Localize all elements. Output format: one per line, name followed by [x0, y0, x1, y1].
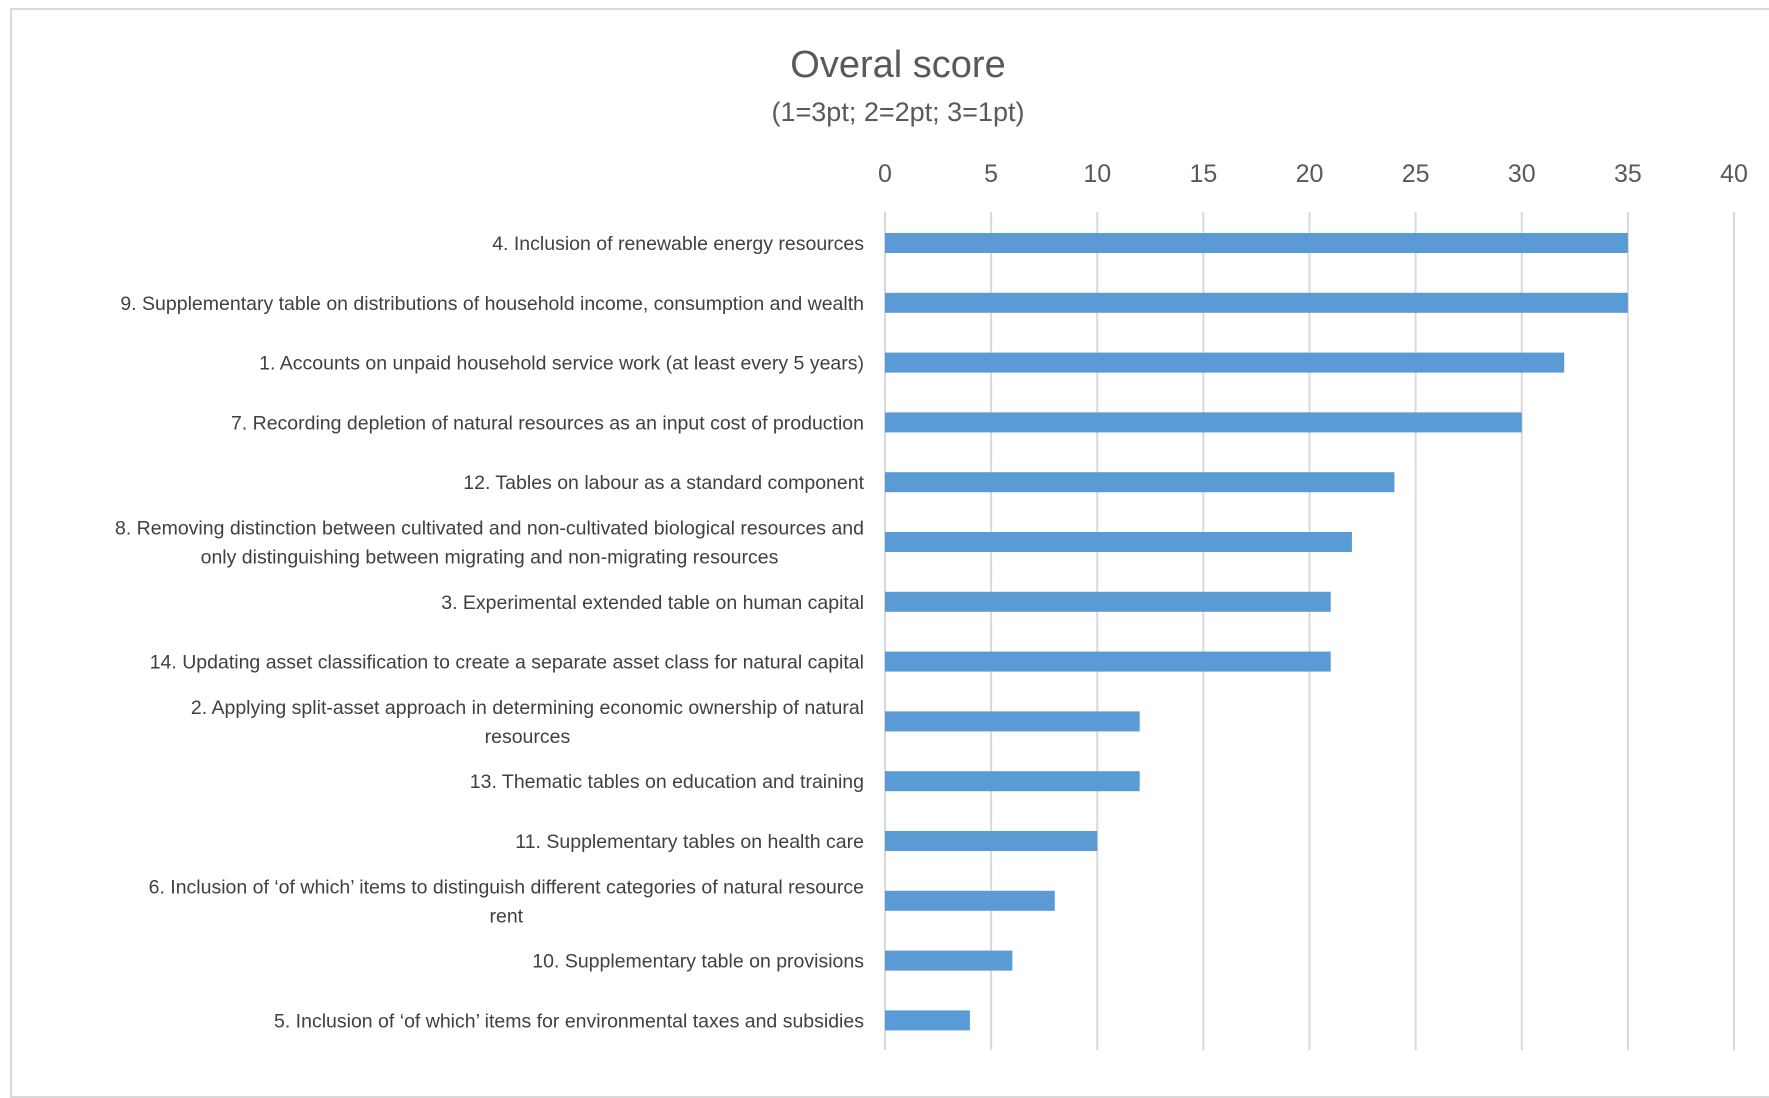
- gridlines: [884, 212, 1735, 1050]
- bar: [885, 352, 1565, 373]
- x-tick-label: 5: [984, 160, 998, 188]
- x-tick-label: 10: [1083, 160, 1111, 188]
- category-labels: 4. Inclusion of renewable energy resourc…: [115, 233, 865, 1032]
- chart-frame: [10, 8, 1769, 1098]
- bars: [885, 233, 1628, 1031]
- category-label: 1. Accounts on unpaid household service …: [259, 353, 864, 375]
- bar: [885, 532, 1352, 552]
- bar: [885, 233, 1628, 253]
- category-label: 12. Tables on labour as a standard compo…: [463, 472, 864, 494]
- x-tick-label: 20: [1296, 160, 1324, 188]
- bar: [885, 292, 1628, 313]
- bar: [885, 890, 1055, 911]
- category-label: 4. Inclusion of renewable energy resourc…: [492, 233, 864, 255]
- bar: [885, 950, 1013, 971]
- category-label: 6. Inclusion of ‘of which’ items to dist…: [149, 876, 864, 898]
- category-label: only distinguishing between migrating an…: [201, 547, 779, 569]
- x-tick-label: 15: [1189, 160, 1217, 188]
- chart-title: Overal score: [790, 44, 1005, 86]
- bar: [885, 711, 1140, 732]
- x-axis-ticks: 0 5 10 15 20 25 30 35 40: [878, 160, 1748, 188]
- chart-subtitle: (1=3pt; 2=2pt; 3=1pt): [772, 97, 1025, 127]
- x-tick-label: 25: [1402, 160, 1430, 188]
- x-tick-label: 0: [878, 160, 892, 188]
- x-tick-label: 30: [1508, 160, 1536, 188]
- bar: [885, 472, 1395, 493]
- category-label: 10. Supplementary table on provisions: [532, 951, 864, 973]
- category-label: 13. Thematic tables on education and tra…: [470, 771, 864, 793]
- bar: [885, 412, 1522, 433]
- bar: [885, 651, 1331, 672]
- bar: [885, 831, 1098, 851]
- category-label: 14. Updating asset classification to cre…: [150, 652, 864, 674]
- category-label: 8. Removing distinction between cultivat…: [115, 518, 864, 540]
- bar: [885, 771, 1140, 792]
- category-label: resources: [485, 726, 571, 748]
- x-tick-label: 40: [1720, 160, 1748, 188]
- bar: [885, 1010, 970, 1031]
- bar: [885, 591, 1331, 612]
- category-label: 9. Supplementary table on distributions …: [120, 293, 864, 315]
- category-label: 7. Recording depletion of natural resour…: [231, 412, 864, 434]
- category-label: 3. Experimental extended table on human …: [441, 592, 864, 614]
- x-tick-label: 35: [1614, 160, 1642, 188]
- category-label: 11. Supplementary tables on health care: [515, 831, 864, 853]
- category-label: rent: [490, 905, 524, 927]
- category-label: 2. Applying split-asset approach in dete…: [191, 697, 864, 719]
- category-label: 5. Inclusion of ‘of which’ items for env…: [274, 1010, 864, 1032]
